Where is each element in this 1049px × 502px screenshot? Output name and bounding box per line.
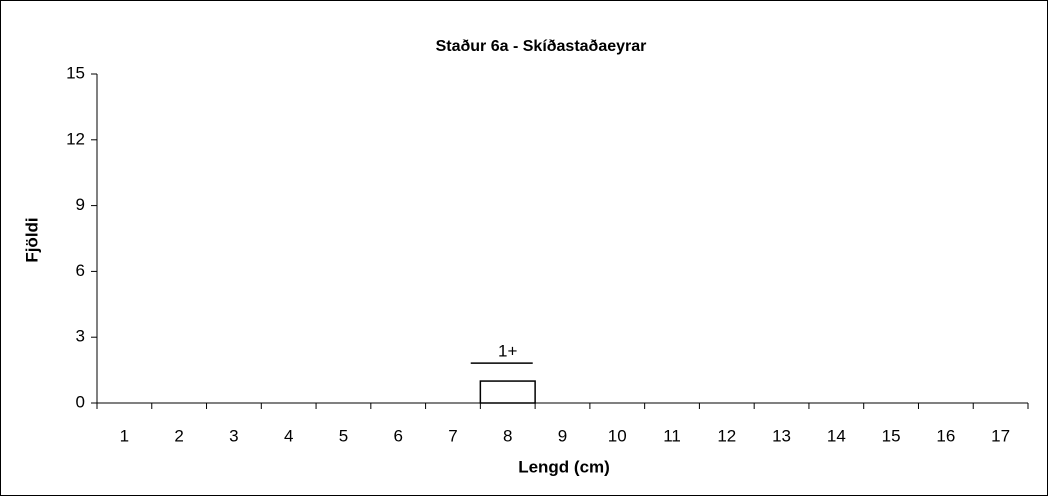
chart-title: Staður 6a - Skíðastaðaeyrar bbox=[436, 38, 647, 55]
x-tick-label: 10 bbox=[608, 426, 627, 445]
x-tick-label: 2 bbox=[174, 426, 183, 445]
x-tick-label: 13 bbox=[772, 426, 791, 445]
y-tick-label: 12 bbox=[66, 129, 85, 148]
y-axis-label: Fjöldi bbox=[22, 217, 41, 262]
x-axis-label: Lengd (cm) bbox=[518, 457, 610, 476]
x-tick-label: 17 bbox=[991, 426, 1010, 445]
x-tick-label: 14 bbox=[827, 426, 846, 445]
x-tick-label: 7 bbox=[448, 426, 457, 445]
bar bbox=[479, 380, 536, 404]
x-tick-label: 5 bbox=[339, 426, 348, 445]
y-tick-label: 9 bbox=[76, 195, 85, 214]
x-tick-label: 3 bbox=[229, 426, 238, 445]
x-tick-label: 1 bbox=[120, 426, 129, 445]
x-tick-label: 15 bbox=[882, 426, 901, 445]
x-tick-label: 9 bbox=[558, 426, 567, 445]
x-tick-label: 16 bbox=[936, 426, 955, 445]
x-tick-label: 6 bbox=[393, 426, 402, 445]
y-tick-label: 15 bbox=[66, 63, 85, 82]
x-tick-label: 11 bbox=[663, 426, 681, 445]
y-tick-label: 3 bbox=[76, 327, 85, 346]
y-tick-label: 0 bbox=[76, 392, 85, 411]
x-tick-label: 12 bbox=[717, 426, 736, 445]
x-tick-label: 8 bbox=[503, 426, 512, 445]
x-tick-label: 4 bbox=[284, 426, 293, 445]
annotation: 1+ bbox=[498, 342, 517, 361]
y-tick-label: 6 bbox=[76, 261, 85, 280]
